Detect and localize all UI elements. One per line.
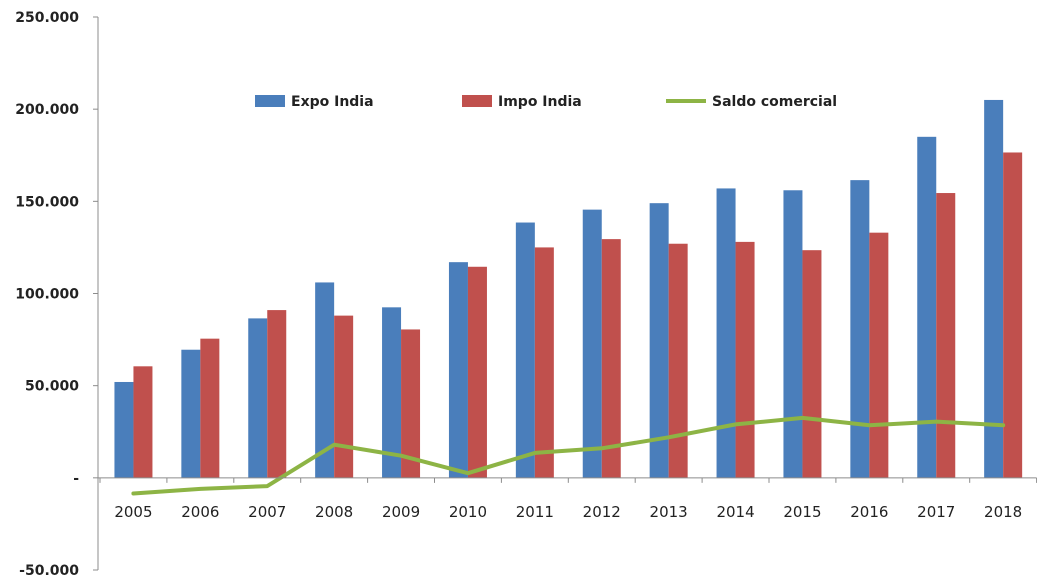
impo-india-bar bbox=[735, 241, 755, 478]
saldo-line-group bbox=[131, 415, 1006, 496]
expo-india-bar bbox=[984, 99, 1004, 478]
bars bbox=[114, 99, 1023, 478]
legend: Expo India Impo India Saldo comercial bbox=[255, 94, 837, 110]
expo-india-bar bbox=[248, 318, 268, 478]
y-tick-label: 50.000 bbox=[25, 379, 79, 395]
x-tick-label: 2008 bbox=[315, 503, 353, 521]
x-tick-label: 2009 bbox=[382, 503, 420, 521]
impo-india-bar bbox=[601, 239, 621, 478]
x-tick-label: 2010 bbox=[449, 503, 487, 521]
x-tick-label: 2018 bbox=[984, 503, 1022, 521]
legend-item-impo-india: Impo India bbox=[462, 94, 582, 110]
impo-india-bar bbox=[267, 310, 287, 478]
y-tick-label: 150.000 bbox=[15, 194, 79, 210]
x-tick-label: 2014 bbox=[716, 503, 754, 521]
impo-india-bar bbox=[401, 329, 421, 478]
x-tick-label: 2007 bbox=[248, 503, 286, 521]
expo-india-bar bbox=[114, 381, 134, 478]
impo-india-bar bbox=[467, 266, 487, 478]
expo-india-bar bbox=[448, 262, 468, 478]
x-tick-label: 2005 bbox=[114, 503, 152, 521]
impo-india-bar bbox=[200, 338, 220, 478]
legend-label: Impo India bbox=[498, 94, 582, 110]
impo-india-bar bbox=[1003, 152, 1023, 478]
impo-india-bar bbox=[133, 366, 153, 478]
impo-india-bar bbox=[668, 243, 688, 478]
impo-india-bar bbox=[802, 250, 822, 478]
y-tick-label: -50.000 bbox=[19, 563, 79, 577]
x-tick-label: 2015 bbox=[783, 503, 821, 521]
expo-india-bar bbox=[917, 136, 937, 478]
x-tick-label: 2012 bbox=[583, 503, 621, 521]
x-tick-label: 2017 bbox=[917, 503, 955, 521]
y-tick-label: 100.000 bbox=[15, 287, 79, 303]
expo-india-bar bbox=[649, 203, 669, 478]
legend-swatch bbox=[255, 95, 285, 107]
impo-india-bar bbox=[936, 193, 956, 478]
expo-india-bar bbox=[315, 282, 335, 478]
y-tick-label: 250.000 bbox=[15, 10, 79, 26]
legend-swatch bbox=[462, 95, 492, 107]
impo-india-bar bbox=[869, 232, 889, 478]
x-tick-label: 2011 bbox=[516, 503, 554, 521]
x-tick-label: 2006 bbox=[181, 503, 219, 521]
legend-item-saldo-comercial: Saldo comercial bbox=[666, 94, 837, 110]
expo-india-bar bbox=[716, 188, 736, 478]
y-axis: -50.000-50.000100.000150.000200.000250.0… bbox=[15, 10, 99, 577]
y-tick-label: - bbox=[73, 471, 79, 487]
expo-india-bar bbox=[850, 180, 870, 478]
x-axis: 2005 2006 2007 2008 2009 2010 2011 2012 2013 2014… bbox=[98, 477, 1037, 521]
legend-item-expo-india: Expo India bbox=[255, 94, 374, 110]
legend-label: Saldo comercial bbox=[712, 94, 837, 110]
impo-india-bar bbox=[334, 315, 354, 478]
y-tick-label: 200.000 bbox=[15, 102, 79, 118]
expo-india-bar bbox=[582, 209, 602, 478]
impo-india-bar bbox=[534, 247, 554, 478]
expo-india-bar bbox=[181, 349, 201, 478]
x-tick-label: 2013 bbox=[650, 503, 688, 521]
legend-label: Expo India bbox=[291, 94, 374, 110]
saldo-comercial-line bbox=[131, 415, 1006, 496]
expo-india-bar bbox=[783, 190, 803, 478]
expo-india-bar bbox=[382, 307, 402, 478]
x-tick-label: 2016 bbox=[850, 503, 888, 521]
expo-india-bar bbox=[515, 222, 535, 478]
